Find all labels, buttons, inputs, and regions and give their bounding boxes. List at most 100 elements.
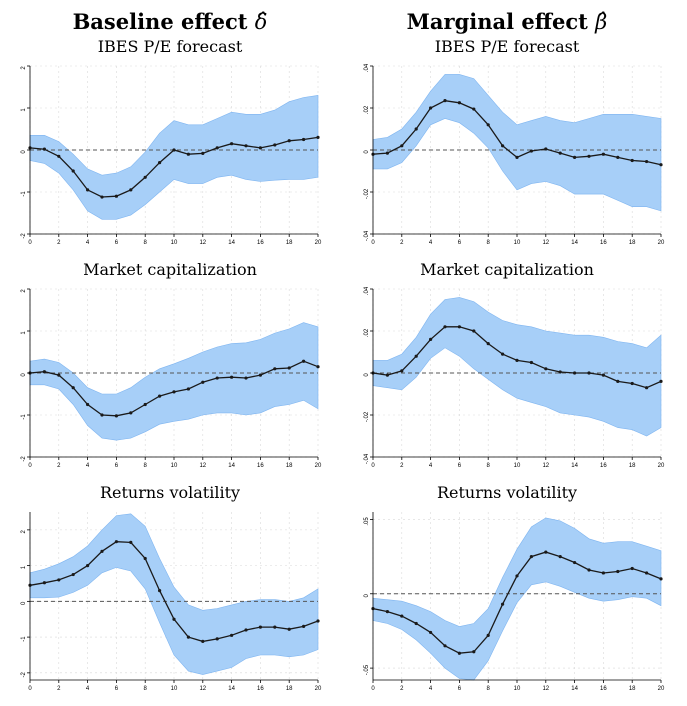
data-point xyxy=(558,151,562,155)
data-point xyxy=(414,354,418,358)
x-tick-label: 0 xyxy=(28,463,32,469)
y-tick-label: -1 xyxy=(21,414,27,420)
y-tick-label: .02 xyxy=(364,328,370,337)
x-tick-label: 14 xyxy=(571,240,578,246)
right-column-title-text: Marginal effect xyxy=(406,9,588,34)
data-point xyxy=(302,624,306,628)
data-point xyxy=(316,365,320,369)
x-tick-label: 6 xyxy=(458,463,462,469)
data-point xyxy=(114,194,118,198)
x-tick-label: 14 xyxy=(228,686,235,692)
data-point xyxy=(616,379,620,383)
x-tick-label: 10 xyxy=(514,240,521,246)
y-tick-label: 0 xyxy=(364,373,370,377)
data-point xyxy=(230,375,234,379)
y-tick-label: 0 xyxy=(364,593,370,597)
data-point xyxy=(472,329,476,333)
x-tick-label: 2 xyxy=(57,463,61,469)
data-point xyxy=(201,380,205,384)
data-point xyxy=(587,371,591,375)
y-tick-label: 0 xyxy=(364,150,370,154)
data-point xyxy=(529,360,533,365)
x-tick-label: 8 xyxy=(144,463,148,469)
x-tick-label: 8 xyxy=(144,240,148,246)
data-point xyxy=(429,106,433,110)
data-point xyxy=(258,146,262,150)
x-tick-label: 6 xyxy=(115,463,119,469)
data-point xyxy=(143,402,147,407)
y-tick-label: 0 xyxy=(21,373,27,377)
x-tick-label: 16 xyxy=(257,686,264,692)
data-point xyxy=(443,99,447,103)
y-tick-label: -.04 xyxy=(364,453,370,464)
y-tick-label: -.02 xyxy=(364,411,370,422)
x-tick-label: 16 xyxy=(600,686,607,692)
y-tick-label: 1 xyxy=(21,331,27,335)
data-point xyxy=(486,633,490,637)
data-point xyxy=(42,147,47,151)
x-tick-label: 16 xyxy=(600,240,607,246)
x-tick-label: 12 xyxy=(542,686,549,692)
x-tick-label: 4 xyxy=(429,686,433,692)
data-point xyxy=(630,566,634,571)
data-point xyxy=(414,127,418,131)
data-point xyxy=(129,411,133,415)
x-tick-label: 4 xyxy=(86,240,90,246)
data-point xyxy=(86,402,90,407)
data-point xyxy=(186,635,190,639)
data-point xyxy=(529,149,533,153)
data-point xyxy=(287,366,291,370)
data-point xyxy=(258,625,262,629)
data-point xyxy=(472,650,476,654)
data-point xyxy=(114,414,118,418)
data-point xyxy=(215,146,219,150)
data-point xyxy=(443,644,447,648)
data-point xyxy=(385,151,389,155)
data-point xyxy=(659,577,663,581)
data-point xyxy=(630,381,634,386)
data-point xyxy=(414,621,418,626)
data-point xyxy=(287,139,291,143)
x-tick-label: 8 xyxy=(487,463,491,469)
x-tick-label: 2 xyxy=(400,463,404,469)
data-point xyxy=(273,367,277,371)
data-point xyxy=(558,370,562,374)
data-point xyxy=(100,195,104,199)
data-point xyxy=(385,373,389,377)
data-point xyxy=(457,651,461,655)
panel-title-left-row1: IBES P/E forecast xyxy=(97,37,243,56)
x-tick-label: 2 xyxy=(400,686,404,692)
data-point xyxy=(316,135,320,139)
x-tick-label: 14 xyxy=(228,240,235,246)
x-tick-label: 14 xyxy=(571,686,578,692)
data-point xyxy=(100,549,104,553)
data-point xyxy=(302,137,306,142)
data-point xyxy=(215,637,219,641)
data-point xyxy=(501,602,505,606)
data-point xyxy=(158,589,162,593)
y-tick-label: -2 xyxy=(21,456,27,462)
data-point xyxy=(201,151,205,155)
panel-title-right-row2: Market capitalization xyxy=(420,260,594,279)
data-point xyxy=(544,367,548,371)
data-point xyxy=(129,540,133,544)
data-point xyxy=(400,614,404,618)
data-point xyxy=(201,639,205,643)
y-tick-label: -.04 xyxy=(364,230,370,241)
x-tick-label: 12 xyxy=(199,463,206,469)
y-tick-label: 2 xyxy=(21,66,27,70)
panel-title-right-row1: IBES P/E forecast xyxy=(434,37,580,56)
x-tick-label: 20 xyxy=(315,463,322,469)
x-tick-label: 8 xyxy=(487,686,491,692)
data-point xyxy=(71,169,75,173)
chart-panel-right-row2: -.04 -.02 0 .02 .04 0 2 4 6 8 10 12 14 16 18 20 xyxy=(364,286,665,469)
y-tick-label: -.05 xyxy=(364,664,370,675)
y-tick-label: -.02 xyxy=(364,188,370,199)
data-point xyxy=(42,370,47,374)
data-point xyxy=(57,154,61,158)
data-point xyxy=(645,571,649,575)
beta-hat-symbol: β̂ xyxy=(595,10,608,34)
data-point xyxy=(244,628,248,632)
